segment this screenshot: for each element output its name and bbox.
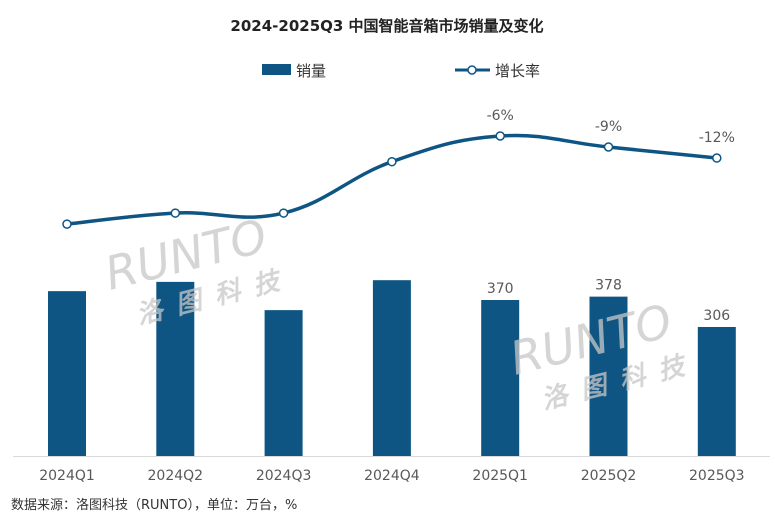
legend-bar-swatch <box>262 64 291 75</box>
legend-bar-label: 销量 <box>296 62 326 80</box>
line-point <box>603 142 614 152</box>
legend-line-marker <box>467 65 477 75</box>
x-tick-label: 2024Q2 <box>148 468 204 484</box>
chart-title: 2024-2025Q3 中国智能音箱市场销量及变化 <box>230 17 543 35</box>
bar <box>372 280 411 456</box>
line-point <box>712 153 722 163</box>
data-labels: 370 378 306 -6% -9% -12% <box>487 108 735 324</box>
x-tick-label: 2024Q4 <box>364 468 420 484</box>
watermark-right: RUNTO 洛图科技 <box>505 294 701 416</box>
x-tick-label: 2025Q3 <box>689 468 745 484</box>
bar-data-label: 306 <box>703 308 730 324</box>
legend: 销量 增长率 <box>262 62 540 80</box>
line-point <box>495 131 505 141</box>
x-tick-label: 2025Q1 <box>472 468 528 484</box>
line-data-label: -12% <box>699 130 735 146</box>
bar <box>156 281 195 456</box>
source-note: 数据来源：洛图科技（RUNTO），单位：万台，% <box>11 498 297 513</box>
line-point <box>387 156 397 167</box>
line-data-label: -9% <box>595 119 622 135</box>
bar <box>481 300 520 456</box>
bar-data-label: 370 <box>487 281 514 297</box>
x-ticks: 2024Q1 2024Q2 2024Q3 2024Q4 2025Q1 2025Q2 2025… <box>39 468 744 484</box>
line-point <box>278 208 289 218</box>
line-point <box>170 208 181 218</box>
bar-data-label: 378 <box>595 278 622 294</box>
bars <box>48 280 736 456</box>
growth-line <box>62 131 722 229</box>
bar <box>264 310 303 456</box>
bar <box>697 326 736 456</box>
bar <box>589 296 628 456</box>
line-point <box>62 219 72 229</box>
x-tick-label: 2024Q1 <box>39 468 95 484</box>
legend-line-label: 增长率 <box>495 62 540 80</box>
x-tick-label: 2024Q3 <box>256 468 312 484</box>
growth-line-path <box>66 133 717 226</box>
line-data-label: -6% <box>487 108 514 124</box>
bar <box>48 291 86 456</box>
x-tick-label: 2025Q2 <box>581 468 637 484</box>
